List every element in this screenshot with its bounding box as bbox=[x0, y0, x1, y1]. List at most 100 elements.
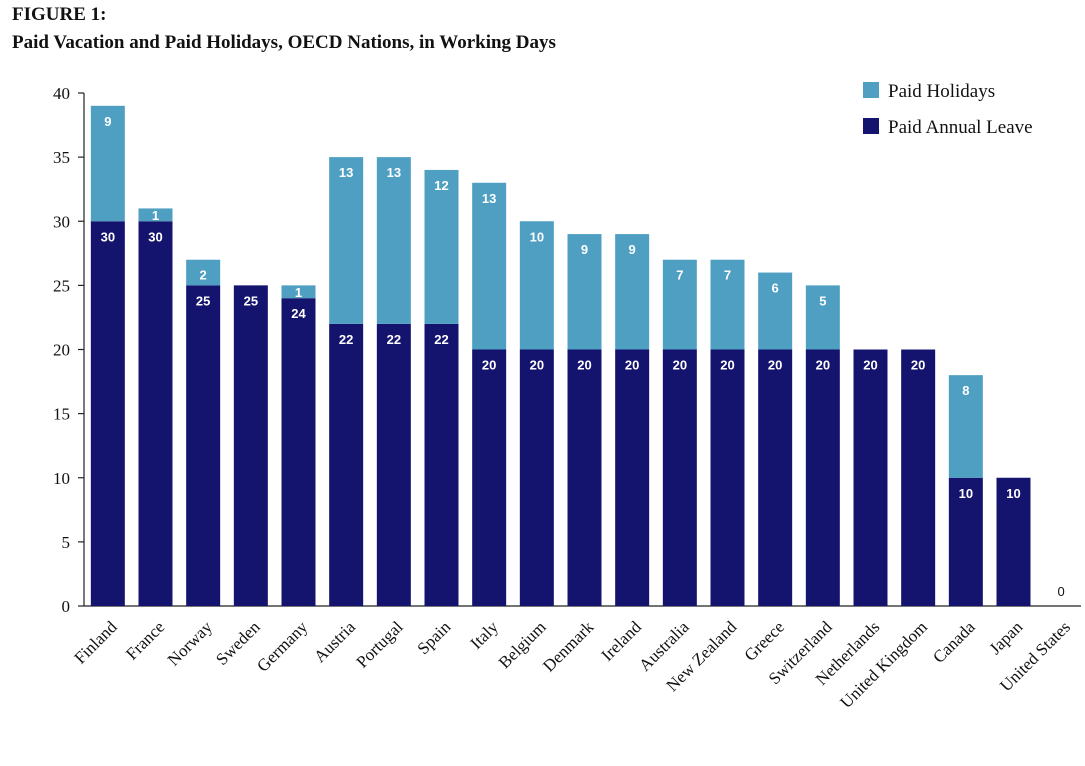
data-label-holidays: 9 bbox=[629, 242, 636, 257]
data-label-holidays: 13 bbox=[339, 165, 353, 180]
bar-paid-holidays bbox=[710, 259, 745, 350]
bar-paid-holidays bbox=[424, 169, 459, 324]
data-label-holidays: 7 bbox=[724, 268, 731, 283]
bar-paid-holidays bbox=[662, 259, 697, 350]
data-label-annual-leave: 30 bbox=[148, 229, 162, 244]
bar-paid-annual-leave bbox=[853, 349, 888, 606]
y-tick-label: 0 bbox=[62, 597, 71, 616]
chart-title: Paid Vacation and Paid Holidays, OECD Na… bbox=[12, 32, 556, 53]
data-label-annual-leave: 20 bbox=[482, 358, 496, 373]
bar-paid-annual-leave bbox=[758, 349, 793, 606]
data-label-holidays: 1 bbox=[152, 208, 159, 223]
bar-paid-annual-leave bbox=[710, 349, 745, 606]
x-tick-label: Canada bbox=[929, 617, 979, 667]
y-tick-label: 35 bbox=[53, 148, 70, 167]
legend-label: Paid Annual Leave bbox=[888, 117, 1033, 138]
x-tick-label: Germany bbox=[253, 617, 312, 676]
data-label-annual-leave: 20 bbox=[768, 358, 782, 373]
bar-paid-holidays bbox=[186, 259, 221, 286]
x-tick-label: Spain bbox=[414, 617, 455, 658]
data-label-annual-leave: 20 bbox=[720, 358, 734, 373]
data-label-annual-leave: 22 bbox=[434, 332, 448, 347]
data-label-holidays: 5 bbox=[819, 293, 826, 308]
bar-paid-annual-leave bbox=[996, 477, 1031, 606]
bar-paid-annual-leave bbox=[567, 349, 602, 606]
x-tick-label: Finland bbox=[70, 617, 121, 668]
bar-paid-annual-leave bbox=[90, 221, 125, 606]
bar-paid-holidays bbox=[615, 234, 650, 350]
y-tick-label: 20 bbox=[53, 341, 70, 360]
bar-paid-annual-leave bbox=[376, 323, 411, 606]
bar-paid-annual-leave bbox=[233, 285, 268, 606]
y-tick-label: 30 bbox=[53, 212, 70, 231]
x-tick-label: Japan bbox=[986, 617, 1027, 658]
legend-swatch bbox=[863, 118, 879, 134]
data-label-holidays: 10 bbox=[530, 229, 544, 244]
data-label-annual-leave: 22 bbox=[387, 332, 401, 347]
bar-paid-holidays bbox=[805, 285, 840, 350]
bar-paid-annual-leave bbox=[281, 298, 316, 606]
data-label-annual-leave: 20 bbox=[530, 358, 544, 373]
data-label-annual-leave: 20 bbox=[625, 358, 639, 373]
x-tick-label: Italy bbox=[467, 617, 503, 653]
x-tick-label: France bbox=[122, 617, 168, 663]
bar-paid-holidays bbox=[281, 285, 316, 299]
y-tick-label: 10 bbox=[53, 469, 70, 488]
y-tick-label: 25 bbox=[53, 276, 70, 295]
bar-paid-holidays bbox=[472, 182, 507, 350]
bar-paid-annual-leave bbox=[519, 349, 554, 606]
x-tick-label: United Kingdom bbox=[836, 617, 931, 712]
bar-paid-holidays bbox=[948, 375, 983, 478]
data-label-annual-leave: 20 bbox=[863, 358, 877, 373]
bar-paid-annual-leave bbox=[329, 323, 364, 606]
legend-swatch bbox=[863, 82, 879, 98]
bar-paid-annual-leave bbox=[615, 349, 650, 606]
data-label-holidays: 1 bbox=[295, 285, 302, 300]
x-tick-label: Denmark bbox=[539, 617, 598, 676]
data-label-annual-leave: 10 bbox=[1006, 486, 1020, 501]
bar-paid-annual-leave bbox=[186, 285, 221, 606]
figure-label: FIGURE 1: bbox=[12, 4, 107, 25]
bar-paid-holidays bbox=[138, 208, 173, 222]
data-label-annual-leave: 25 bbox=[244, 293, 258, 308]
bar-paid-annual-leave bbox=[424, 323, 459, 606]
data-label-annual-leave: 10 bbox=[959, 486, 973, 501]
bar-paid-annual-leave bbox=[662, 349, 697, 606]
data-label-annual-leave: 20 bbox=[673, 358, 687, 373]
legend-label: Paid Holidays bbox=[888, 81, 995, 102]
bar-paid-holidays bbox=[329, 157, 364, 324]
bar-paid-annual-leave bbox=[805, 349, 840, 606]
data-label-holidays: 8 bbox=[962, 383, 969, 398]
data-label-annual-leave: 20 bbox=[911, 358, 925, 373]
data-label-holidays: 13 bbox=[387, 165, 401, 180]
data-label-holidays: 6 bbox=[772, 281, 779, 296]
data-label-annual-leave: 22 bbox=[339, 332, 353, 347]
bar-paid-holidays bbox=[376, 157, 411, 324]
bar-paid-annual-leave bbox=[472, 349, 507, 606]
x-tick-label: Norway bbox=[164, 617, 217, 670]
bar-paid-annual-leave bbox=[138, 221, 173, 606]
y-tick-label: 15 bbox=[53, 405, 70, 424]
bar-paid-holidays bbox=[567, 234, 602, 350]
data-label-annual-leave: 30 bbox=[101, 229, 115, 244]
y-tick-label: 5 bbox=[62, 533, 71, 552]
data-label-annual-leave: 20 bbox=[577, 358, 591, 373]
data-label-holidays: 13 bbox=[482, 191, 496, 206]
data-label-total: 0 bbox=[1058, 584, 1065, 599]
bar-paid-holidays bbox=[519, 221, 554, 350]
bar-paid-annual-leave bbox=[901, 349, 936, 606]
data-label-holidays: 12 bbox=[434, 178, 448, 193]
y-tick-label: 40 bbox=[53, 84, 70, 103]
x-tick-label: Portugal bbox=[352, 617, 406, 671]
data-label-holidays: 9 bbox=[104, 114, 111, 129]
bar-paid-holidays bbox=[90, 105, 125, 222]
data-label-holidays: 9 bbox=[581, 242, 588, 257]
bar-paid-holidays bbox=[758, 272, 793, 350]
bar-paid-annual-leave bbox=[948, 477, 983, 606]
data-label-annual-leave: 24 bbox=[291, 306, 306, 321]
data-label-annual-leave: 25 bbox=[196, 293, 210, 308]
data-label-annual-leave: 20 bbox=[816, 358, 830, 373]
data-label-holidays: 2 bbox=[200, 268, 207, 283]
data-label-holidays: 7 bbox=[676, 268, 683, 283]
